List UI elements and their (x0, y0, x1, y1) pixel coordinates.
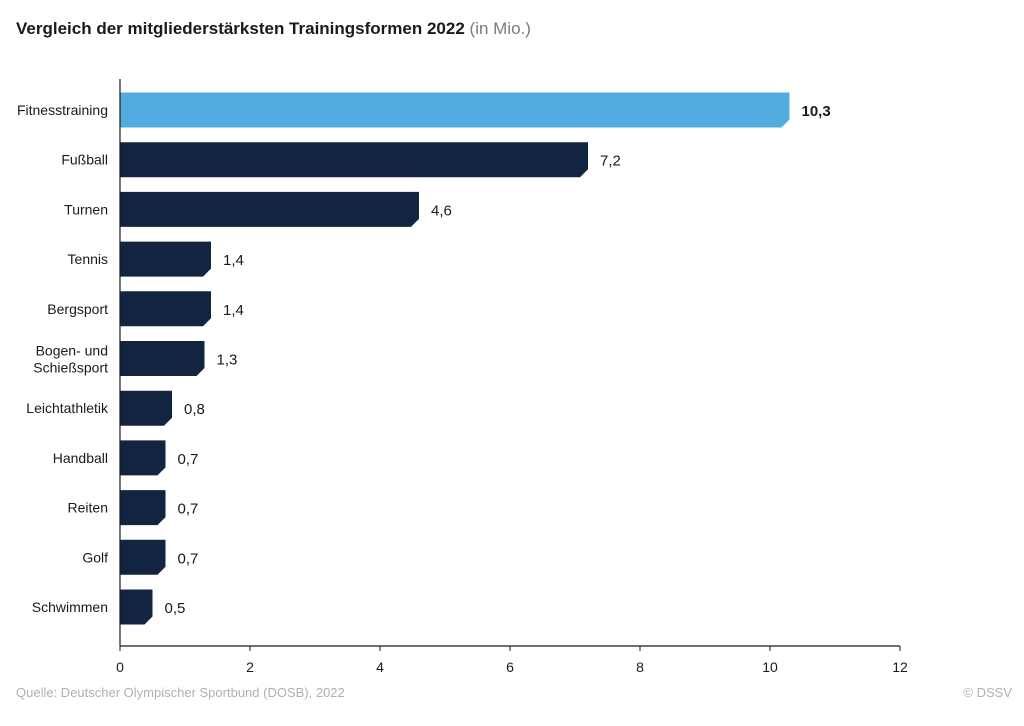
value-label: 7,2 (600, 153, 621, 170)
bar (120, 440, 166, 476)
x-tick-label: 4 (376, 659, 384, 675)
category-label: Reiten (68, 500, 108, 516)
bar (120, 241, 211, 277)
x-tick-label: 0 (116, 659, 124, 675)
value-label: 1,4 (223, 252, 244, 269)
source-note: Quelle: Deutscher Olympischer Sportbund … (16, 685, 345, 700)
bar (120, 539, 166, 575)
category-label: Golf (82, 549, 108, 565)
chart-title-unit: (in Mio.) (469, 19, 531, 38)
x-tick-label: 2 (246, 659, 254, 675)
value-label: 1,4 (223, 302, 244, 319)
x-tick-label: 6 (506, 659, 514, 675)
bar (120, 490, 166, 526)
x-tick-label: 8 (636, 659, 644, 675)
value-label: 0,8 (184, 401, 205, 418)
bar (120, 291, 211, 327)
category-label: Tennis (68, 251, 108, 267)
category-label: Fitnesstraining (17, 102, 108, 118)
category-label: Leichtathletik (26, 400, 109, 416)
value-label: 0,5 (165, 600, 186, 617)
bar (120, 92, 790, 128)
value-label: 0,7 (178, 501, 199, 518)
bar (120, 390, 172, 426)
x-tick-label: 10 (762, 659, 778, 675)
category-label: Bogen- und Schießsport (33, 343, 108, 376)
category-label: Bergsport (47, 301, 108, 317)
chart-title-main: Vergleich der mitgliederstärksten Traini… (16, 19, 465, 38)
value-label: 1,3 (217, 352, 238, 369)
value-label: 0,7 (178, 550, 199, 567)
bar (120, 191, 419, 227)
category-label: Schwimmen (32, 599, 108, 615)
x-tick-label: 12 (892, 659, 908, 675)
value-label: 4,6 (431, 202, 452, 219)
copyright-note: © DSSV (963, 685, 1012, 700)
chart-title: Vergleich der mitgliederstärksten Traini… (16, 19, 531, 39)
value-label: 10,3 (802, 103, 831, 120)
bar (120, 341, 205, 376)
bar (120, 589, 153, 625)
bar (120, 142, 588, 178)
category-label: Fußball (61, 152, 108, 168)
value-label: 0,7 (178, 451, 199, 468)
category-label: Handball (53, 450, 108, 466)
category-label: Turnen (64, 201, 108, 217)
